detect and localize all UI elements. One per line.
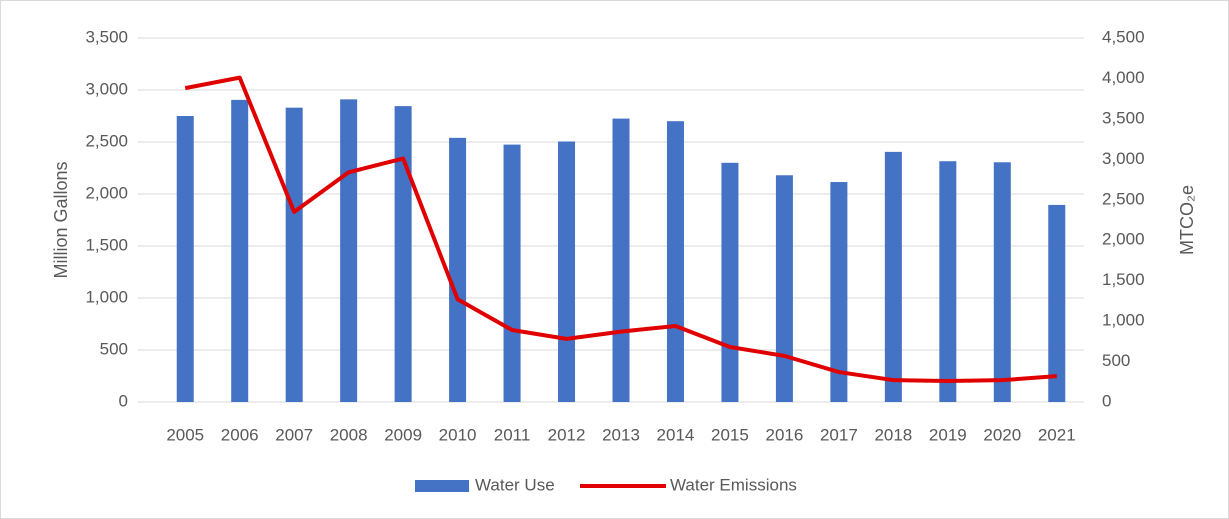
y-tick-label: 0 xyxy=(119,391,128,410)
y2-tick-label: 4,500 xyxy=(1102,27,1145,46)
bar xyxy=(939,161,957,402)
bar xyxy=(884,151,902,402)
x-tick-label: 2008 xyxy=(330,425,368,444)
bar xyxy=(775,175,793,402)
bar xyxy=(340,99,358,403)
x-tick-label: 2012 xyxy=(548,425,586,444)
bar xyxy=(176,116,194,402)
bar xyxy=(449,137,467,402)
x-tick-label: 2014 xyxy=(657,425,695,444)
x-tick-label: 2021 xyxy=(1038,425,1076,444)
x-tick-label: 2006 xyxy=(221,425,259,444)
x-tick-label: 2016 xyxy=(765,425,803,444)
bar xyxy=(993,162,1011,402)
y-tick-label: 2,000 xyxy=(85,183,128,202)
y2-tick-label: 3,000 xyxy=(1102,149,1145,168)
x-tick-label: 2017 xyxy=(820,425,858,444)
legend-swatch xyxy=(415,480,469,492)
y2-tick-label: 500 xyxy=(1102,351,1130,370)
x-tick-label: 2010 xyxy=(439,425,477,444)
x-tick-label: 2007 xyxy=(275,425,313,444)
y-tick-label: 3,500 xyxy=(85,27,128,46)
y2-tick-label: 1,500 xyxy=(1102,270,1145,289)
bar xyxy=(1048,204,1066,402)
bar xyxy=(231,99,249,402)
legend-label: Water Use xyxy=(475,475,555,494)
y2-tick-label: 2,500 xyxy=(1102,189,1145,208)
y-tick-label: 1,500 xyxy=(85,235,128,254)
y2-tick-label: 0 xyxy=(1102,391,1111,410)
legend-label: Water Emissions xyxy=(670,475,797,494)
x-tick-label: 2011 xyxy=(494,425,531,444)
y2-axis-title: MTCO₂e xyxy=(1177,185,1197,255)
y-tick-label: 1,000 xyxy=(85,287,128,306)
x-tick-label: 2018 xyxy=(874,425,912,444)
bar xyxy=(666,121,684,402)
bar xyxy=(612,118,630,402)
y-axis-title: Million Gallons xyxy=(51,161,71,278)
x-tick-label: 2013 xyxy=(602,425,640,444)
bar xyxy=(394,106,412,403)
bar xyxy=(830,182,848,402)
x-tick-label: 2019 xyxy=(929,425,967,444)
y2-tick-label: 2,000 xyxy=(1102,230,1145,249)
x-tick-label: 2009 xyxy=(384,425,422,444)
x-tick-label: 2005 xyxy=(166,425,204,444)
line xyxy=(184,75,1057,383)
y2-tick-label: 1,000 xyxy=(1102,311,1145,330)
y-tick-label: 3,000 xyxy=(85,79,128,98)
bar xyxy=(503,144,521,402)
y-tick-label: 2,500 xyxy=(85,131,128,150)
bar xyxy=(285,107,303,403)
bar xyxy=(721,162,739,402)
y2-tick-label: 3,500 xyxy=(1102,108,1145,127)
y2-tick-label: 4,000 xyxy=(1102,68,1145,87)
x-tick-label: 2020 xyxy=(983,425,1021,444)
bar xyxy=(558,141,576,403)
x-tick-label: 2015 xyxy=(711,425,749,444)
y-tick-label: 500 xyxy=(100,339,128,358)
